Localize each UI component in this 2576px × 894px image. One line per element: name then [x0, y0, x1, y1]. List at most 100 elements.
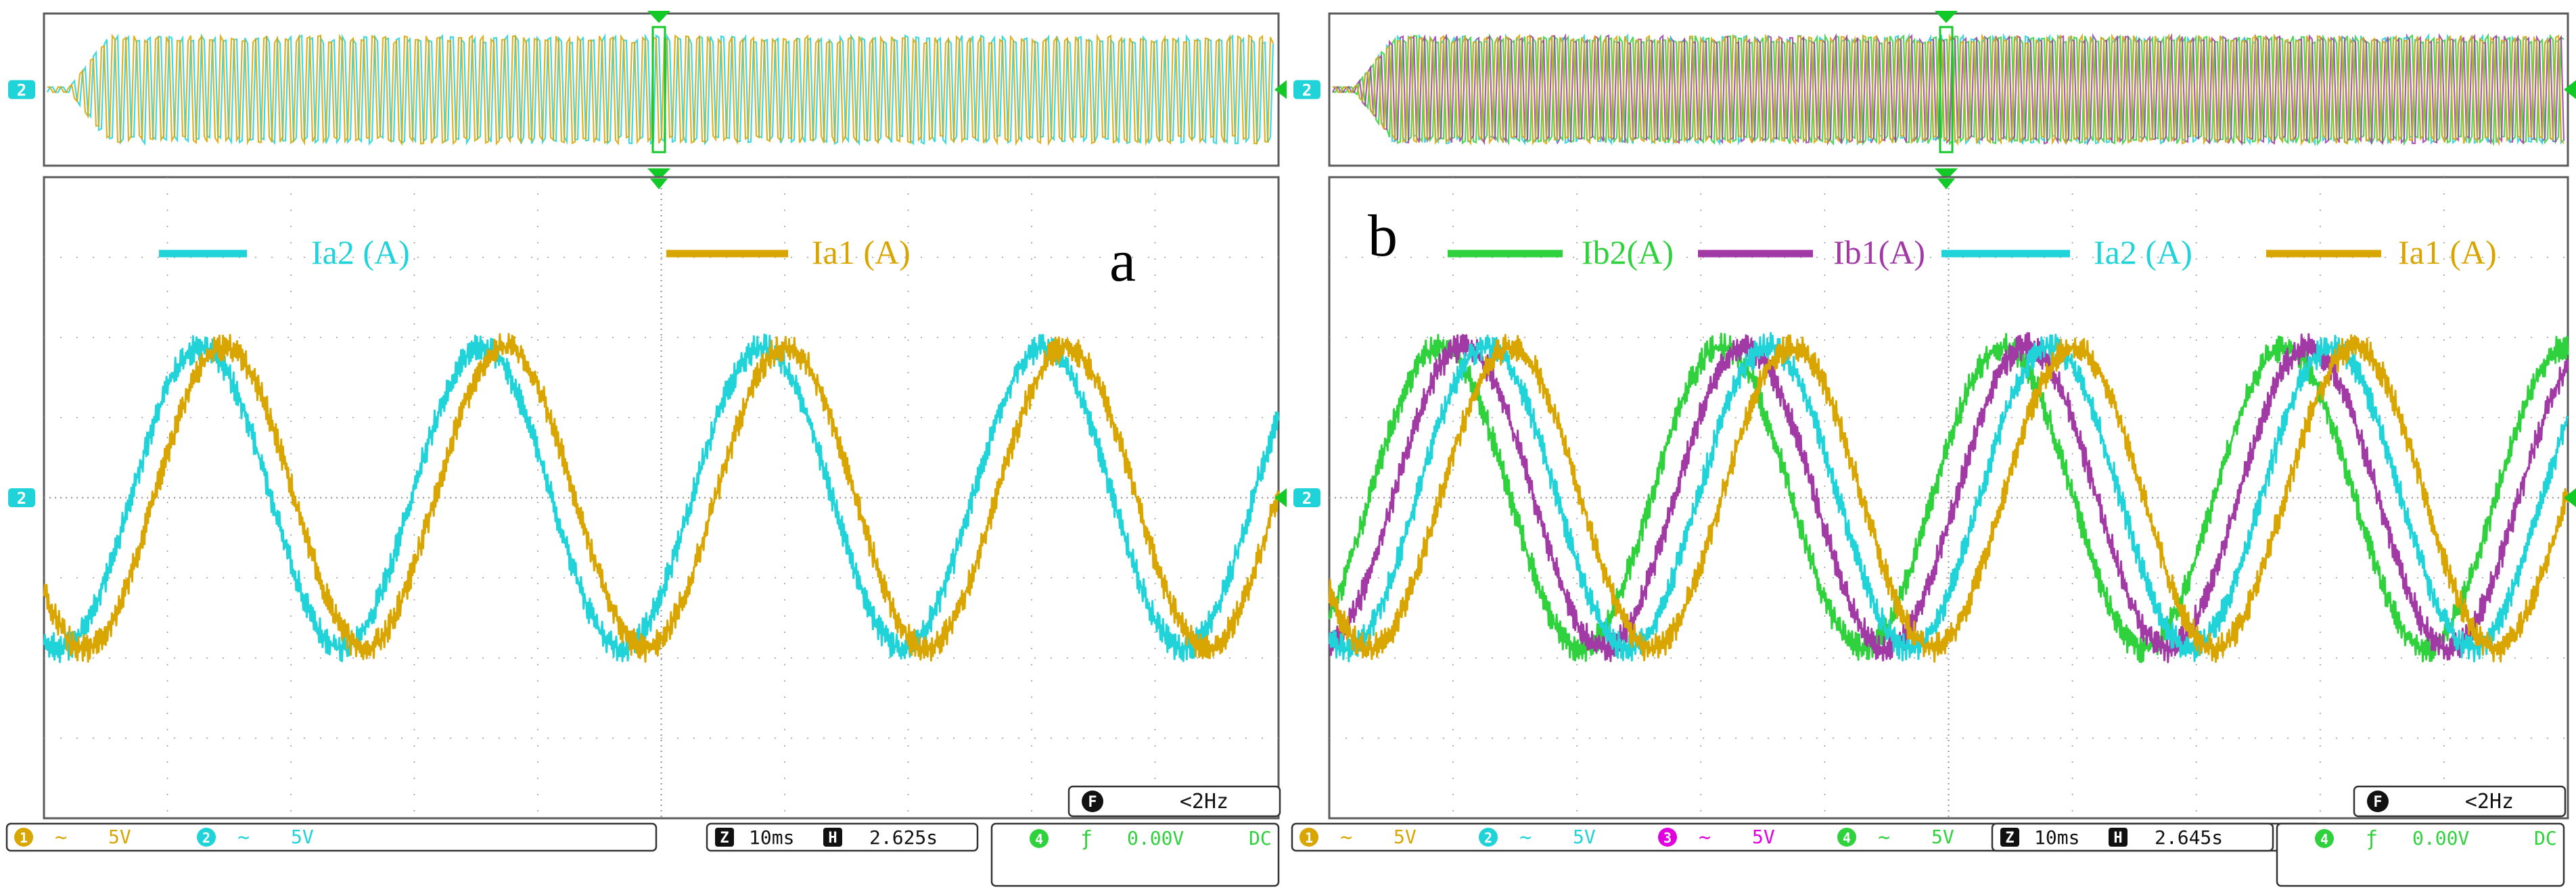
zoom-key: Z — [720, 830, 729, 847]
panel-b: 2 2 Ib2(A) Ib1(A) Ia2 (A) Ia1 (A) b F <2Hz 1 ∼ 5V 2 ∼… — [1291, 11, 2576, 887]
overview-ch2-marker — [8, 80, 35, 99]
status-ch2-num: 2 — [202, 830, 210, 846]
status-ch2-scale: 5V — [291, 826, 314, 848]
trigger-coupling: DC — [2534, 827, 2557, 849]
freq-key-badge — [1082, 791, 1103, 812]
overview-ch2-label: 2 — [17, 81, 26, 100]
status-ch2-badge — [197, 828, 216, 847]
right-level-marker — [2564, 488, 2576, 507]
ground-marker-label: 2 — [1302, 489, 1312, 508]
trigger-coupling: DC — [1249, 827, 1272, 849]
overview-trace — [47, 33, 1274, 146]
freq-value: <2Hz — [2465, 790, 2514, 814]
status-ch1-coupling: ∼ — [1340, 826, 1352, 849]
horiz-position-value: 2.645s — [2155, 826, 2223, 849]
status-ch4-badge — [1837, 828, 1856, 847]
legend-label-2: Ia2 (A) — [2094, 233, 2192, 271]
trace-ia1a — [1328, 333, 2569, 663]
trigger-marker-bottom — [647, 168, 670, 181]
ground-marker-ch2 — [1293, 488, 1320, 507]
trigger-ch-badge — [2315, 829, 2334, 848]
timebase-value: 10ms — [2034, 826, 2079, 849]
trigger-level: 0.00V — [1127, 827, 1184, 849]
status-ch1-scale: 5V — [108, 826, 131, 848]
horiz-position-value: 2.625s — [869, 826, 938, 849]
panel-label: a — [1109, 229, 1136, 294]
overview-right-marker — [1274, 80, 1287, 99]
horiz-key: H — [828, 830, 837, 847]
legend-label-1: Ib1(A) — [1833, 233, 1925, 271]
legend-label-1: Ia1 (A) — [812, 233, 911, 271]
main-trigger-marker — [1937, 179, 1955, 189]
status-ch3-badge — [1658, 828, 1677, 847]
timebase-value: 10ms — [749, 826, 794, 849]
overview-right-marker — [2564, 80, 2576, 99]
status-ch4-num: 4 — [1843, 830, 1851, 846]
freq-key: F — [2373, 794, 2382, 811]
trace-ia1a — [43, 333, 1280, 663]
channel-status-box — [5, 822, 658, 852]
trace-ib1a — [1328, 332, 2569, 663]
trigger-ch-num: 4 — [1035, 831, 1043, 847]
status-ch1-badge — [1300, 828, 1318, 847]
grid — [1329, 177, 2568, 818]
trace-ia2a — [43, 333, 1280, 663]
status-ch4-scale: 5V — [1931, 826, 1954, 848]
horiz-key-badge — [823, 828, 842, 847]
trigger-marker-bottom — [1935, 168, 1958, 181]
overview-trace — [1332, 33, 2564, 147]
overview-ch2-label: 2 — [1302, 81, 1312, 100]
freq-box — [1067, 785, 1281, 818]
main-trigger-marker — [650, 179, 668, 189]
status-ch2-badge — [1479, 828, 1498, 847]
ground-marker-ch2 — [8, 488, 35, 507]
trigger-box — [2276, 822, 2565, 887]
trigger-slope: ƒ — [1080, 827, 1092, 851]
freq-value: <2Hz — [1180, 790, 1228, 814]
status-ch3-scale: 5V — [1752, 826, 1775, 848]
status-ch1-badge — [14, 828, 33, 847]
status-ch1-scale: 5V — [1394, 826, 1417, 848]
trace-ib2a — [1328, 332, 2569, 663]
zoom-window-box — [651, 26, 666, 154]
panel-a: 2 2 Ia2 (A) Ia1 (A) a F <2Hz 1 ∼ 5V 2 ∼ 5V Z 10ms H 2.62… — [5, 11, 1287, 887]
zoom-key-badge — [2000, 828, 2019, 847]
legend-label-3: Ia1 (A) — [2398, 233, 2497, 271]
overview-trace — [47, 33, 1274, 147]
status-ch2-coupling: ∼ — [237, 826, 250, 849]
legend-label-0: Ia2 (A) — [311, 233, 410, 271]
status-ch3-num: 3 — [1663, 830, 1672, 846]
zoom-key: Z — [2005, 830, 2014, 847]
trigger-ch-num: 4 — [2320, 831, 2328, 847]
status-ch2-scale: 5V — [1573, 826, 1596, 848]
trigger-ch-badge — [1030, 829, 1049, 848]
freq-key: F — [1088, 794, 1097, 811]
grid — [44, 177, 1279, 818]
horiz-key: H — [2113, 830, 2122, 847]
status-ch2-num: 2 — [1484, 830, 1492, 846]
trigger-marker-top — [647, 11, 670, 23]
status-ch1-num: 1 — [20, 830, 28, 846]
horiz-key-badge — [2109, 828, 2128, 847]
legend-label-0: Ib2(A) — [1582, 233, 1674, 271]
status-ch1-num: 1 — [1305, 830, 1313, 846]
trigger-level: 0.00V — [2412, 827, 2469, 849]
trace-ia2a — [1328, 331, 2569, 663]
right-level-marker — [1274, 488, 1287, 507]
ground-marker-label: 2 — [17, 489, 26, 508]
status-ch4-coupling: ∼ — [1878, 826, 1890, 849]
trigger-box — [990, 822, 1280, 887]
status-ch3-coupling: ∼ — [1699, 826, 1711, 849]
timebase-box — [1991, 822, 2274, 852]
trigger-slope: ƒ — [2366, 827, 2378, 851]
panel-label: b — [1368, 204, 1398, 269]
status-ch2-coupling: ∼ — [1519, 826, 1532, 849]
zoom-window-box — [1939, 26, 1954, 154]
zoom-key-badge — [715, 828, 734, 847]
freq-box — [2353, 785, 2567, 818]
trigger-marker-top — [1935, 11, 1958, 23]
overview-ch2-marker — [1293, 80, 1320, 99]
freq-key-badge — [2367, 791, 2389, 812]
status-ch1-coupling: ∼ — [55, 826, 67, 849]
